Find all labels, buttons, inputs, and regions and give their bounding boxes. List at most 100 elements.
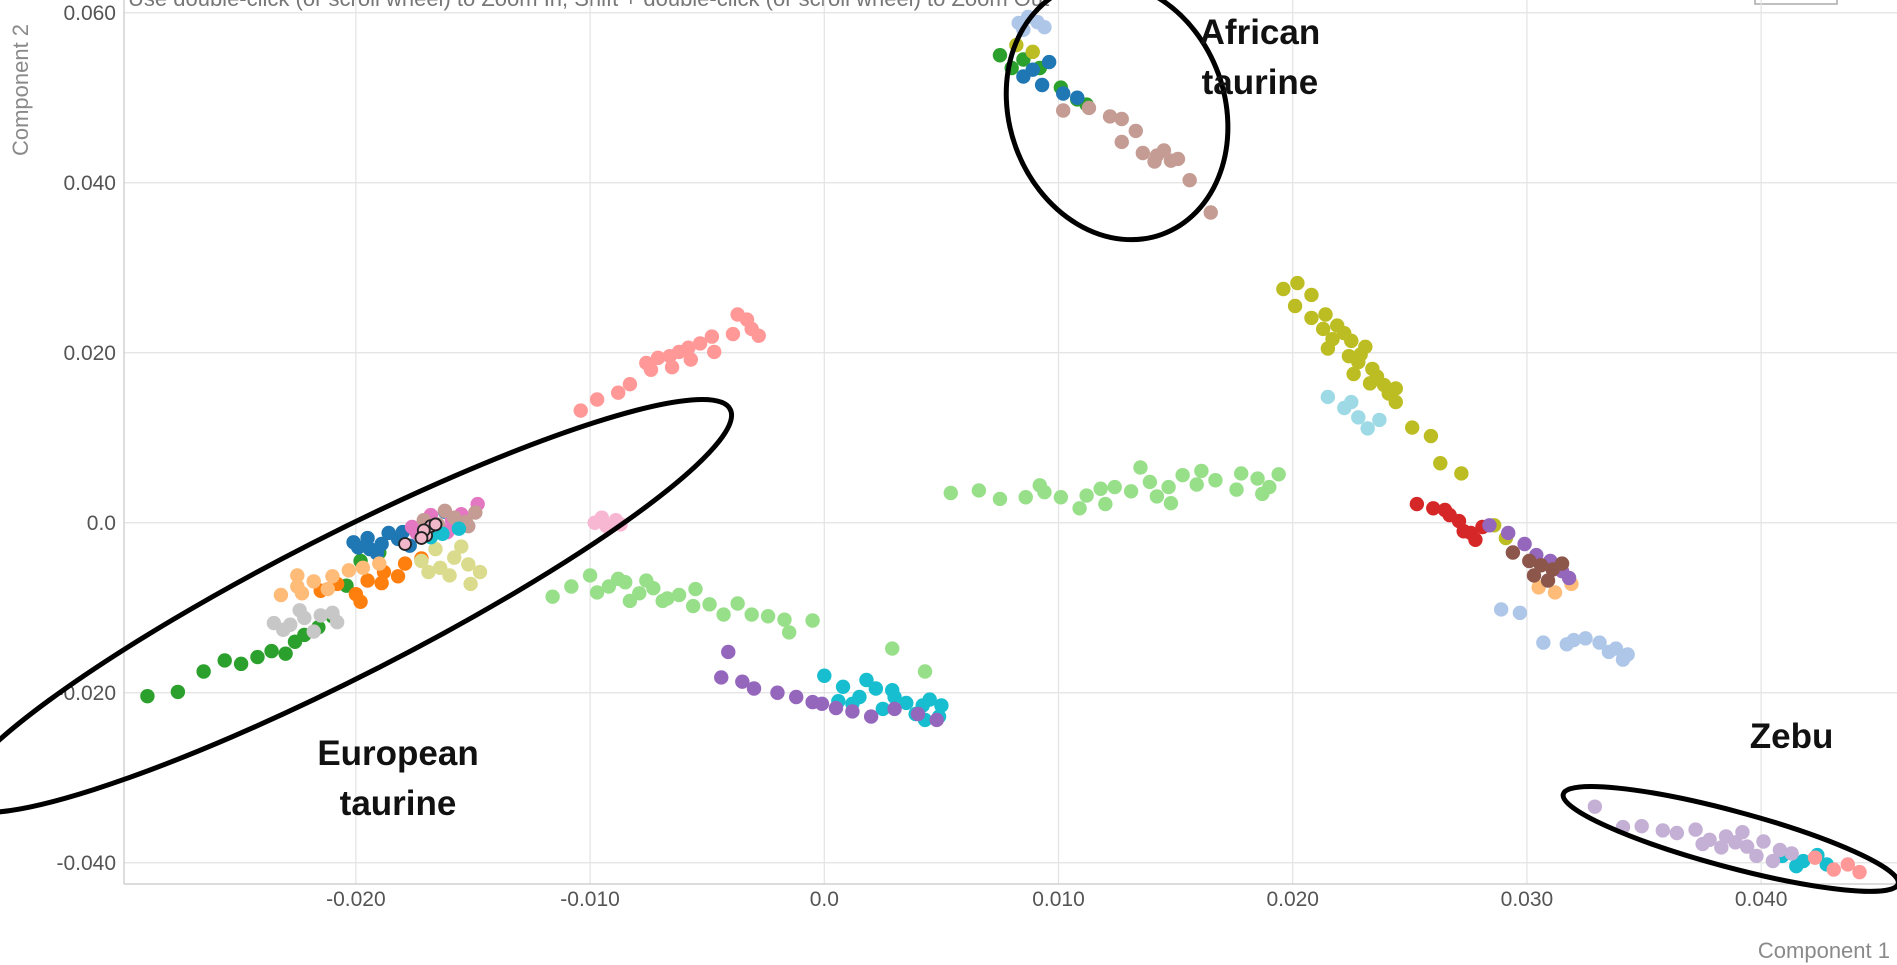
data-point[interactable] — [1739, 839, 1755, 854]
data-point[interactable] — [610, 571, 626, 587]
data-point[interactable] — [845, 704, 860, 719]
data-point[interactable] — [770, 685, 785, 700]
data-point[interactable] — [1615, 652, 1631, 667]
data-point[interactable] — [1234, 466, 1249, 481]
data-point[interactable] — [643, 362, 659, 377]
data-point[interactable] — [887, 701, 902, 717]
data-point[interactable] — [725, 326, 741, 342]
data-point[interactable] — [683, 352, 698, 367]
data-point[interactable] — [447, 550, 462, 565]
data-point[interactable] — [294, 586, 310, 601]
data-point[interactable] — [721, 644, 736, 660]
data-point[interactable] — [454, 539, 469, 554]
data-point[interactable] — [1175, 467, 1190, 483]
data-point[interactable] — [1454, 466, 1469, 481]
highlighted-point[interactable] — [414, 531, 429, 545]
data-point[interactable] — [1203, 205, 1218, 220]
data-point[interactable] — [472, 564, 488, 580]
data-point[interactable] — [1547, 585, 1563, 600]
data-point[interactable] — [1320, 389, 1336, 405]
data-point[interactable] — [1114, 134, 1129, 150]
data-point[interactable] — [1437, 502, 1453, 518]
data-point[interactable] — [196, 664, 211, 679]
data-point[interactable] — [589, 392, 605, 407]
data-point[interactable] — [1372, 412, 1387, 428]
data-point[interactable] — [325, 605, 340, 621]
data-point[interactable] — [1501, 525, 1516, 541]
data-point[interactable] — [1189, 477, 1204, 492]
data-point[interactable] — [1772, 842, 1788, 858]
data-point[interactable] — [1315, 321, 1331, 337]
data-point[interactable] — [655, 593, 670, 609]
data-point[interactable] — [589, 585, 605, 600]
data-point[interactable] — [545, 589, 560, 604]
data-point[interactable] — [777, 612, 792, 627]
data-point[interactable] — [1053, 490, 1069, 505]
data-point[interactable] — [1456, 524, 1471, 539]
data-point[interactable] — [1423, 428, 1439, 444]
data-point[interactable] — [885, 683, 900, 698]
data-point[interactable] — [273, 587, 289, 603]
data-point[interactable] — [1072, 501, 1087, 516]
reset-zoom-button[interactable] — [1754, 0, 1838, 5]
data-point[interactable] — [1018, 490, 1033, 505]
data-point[interactable] — [264, 643, 279, 659]
data-point[interactable] — [582, 568, 598, 583]
data-point[interactable] — [1789, 858, 1804, 874]
data-point[interactable] — [875, 701, 891, 717]
data-point[interactable] — [372, 556, 387, 571]
data-point[interactable] — [1409, 496, 1425, 512]
data-point[interactable] — [828, 700, 844, 716]
data-point[interactable] — [360, 530, 375, 546]
data-point[interactable] — [622, 377, 638, 392]
data-point[interactable] — [1587, 799, 1603, 814]
data-point[interactable] — [573, 403, 588, 418]
data-point[interactable] — [622, 593, 638, 609]
data-point[interactable] — [351, 540, 366, 555]
data-point[interactable] — [1749, 848, 1764, 864]
data-point[interactable] — [1107, 479, 1122, 495]
data-point[interactable] — [414, 553, 429, 569]
data-point[interactable] — [1362, 376, 1378, 391]
data-point[interactable] — [760, 609, 776, 624]
data-point[interactable] — [1304, 310, 1319, 326]
data-point[interactable] — [971, 483, 987, 498]
data-point[interactable] — [1655, 823, 1670, 838]
data-point[interactable] — [1852, 864, 1867, 880]
data-point[interactable] — [1102, 109, 1118, 124]
data-point[interactable] — [685, 598, 701, 614]
data-point[interactable] — [1182, 173, 1197, 188]
data-point[interactable] — [714, 670, 729, 685]
data-point[interactable] — [1123, 484, 1139, 499]
data-point[interactable] — [1695, 836, 1710, 852]
data-point[interactable] — [442, 568, 457, 583]
data-point[interactable] — [910, 706, 926, 722]
data-point[interactable] — [805, 613, 820, 628]
data-point[interactable] — [325, 569, 340, 584]
data-point[interactable] — [1250, 471, 1265, 486]
data-point[interactable] — [1055, 103, 1071, 118]
data-point[interactable] — [1133, 460, 1148, 475]
data-point[interactable] — [707, 344, 722, 360]
data-point[interactable] — [1287, 298, 1303, 314]
data-point[interactable] — [468, 505, 483, 520]
data-point[interactable] — [1025, 62, 1040, 77]
data-point[interactable] — [610, 385, 626, 400]
data-point[interactable] — [306, 624, 321, 639]
data-point[interactable] — [704, 329, 720, 344]
data-point[interactable] — [859, 672, 874, 688]
data-point[interactable] — [1522, 553, 1537, 569]
data-point[interactable] — [1081, 100, 1097, 116]
data-point[interactable] — [233, 656, 249, 672]
data-point[interactable] — [1114, 111, 1129, 127]
data-point[interactable] — [1714, 840, 1729, 855]
data-point[interactable] — [1840, 857, 1856, 872]
data-point[interactable] — [1426, 501, 1441, 516]
data-point[interactable] — [428, 541, 443, 557]
data-point[interactable] — [1161, 479, 1176, 495]
data-point[interactable] — [899, 695, 914, 711]
data-point[interactable] — [1156, 143, 1172, 158]
data-point[interactable] — [1634, 819, 1649, 834]
data-point[interactable] — [746, 681, 762, 696]
data-point[interactable] — [381, 525, 396, 541]
